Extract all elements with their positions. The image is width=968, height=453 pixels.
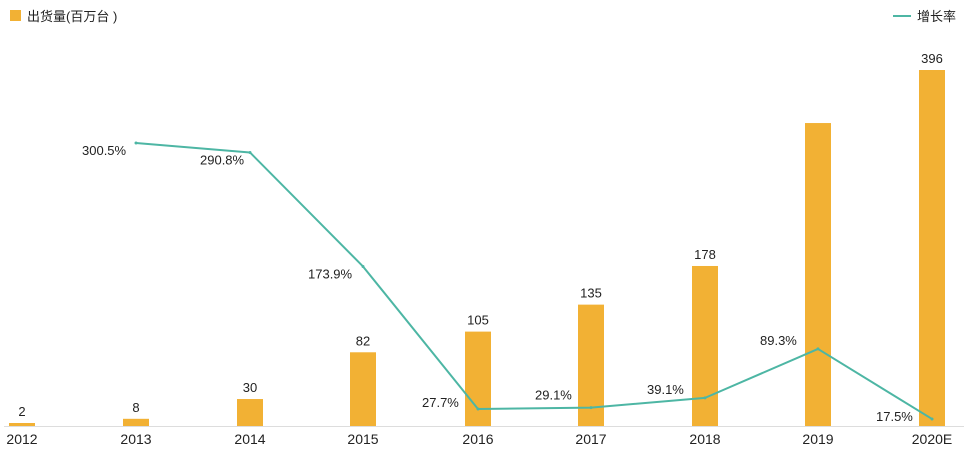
x-tick-2016: 2016 (462, 431, 493, 447)
bar-2015 (350, 352, 376, 426)
legend-growth-label: 增长率 (916, 9, 956, 24)
bar-label-2015: 82 (356, 333, 370, 348)
bar-series (9, 70, 945, 426)
bar-2012 (9, 423, 35, 426)
growth-point-2016 (476, 407, 480, 411)
growth-point-2013 (134, 141, 138, 145)
growth-label-2015: 173.9% (308, 266, 353, 281)
growth-label-2014: 290.8% (200, 152, 245, 167)
growth-label-2016: 27.7% (422, 395, 459, 410)
x-tick-labels: 2012 2013 2014 2015 2016 2017 2018 2019 2020E (6, 431, 952, 447)
bar-label-2014: 30 (243, 380, 257, 395)
bar-2016 (465, 331, 491, 426)
growth-point-2019 (816, 347, 820, 351)
x-tick-2018: 2018 (689, 431, 720, 447)
bar-2014 (237, 399, 263, 426)
growth-rate-line (135, 142, 933, 420)
growth-point-2020E (930, 417, 934, 421)
growth-label-2019: 89.3% (760, 333, 797, 348)
bar-2013 (123, 418, 149, 426)
growth-point-2015 (361, 264, 365, 268)
legend-bar-swatch (10, 10, 21, 21)
growth-label-2013: 300.5% (82, 143, 127, 158)
legend-line-swatch (892, 14, 911, 17)
x-tick-2019: 2019 (802, 431, 833, 447)
growth-label-2020E: 17.5% (876, 409, 913, 424)
bar-2020E (919, 70, 945, 426)
legend-shipments-label: 出货量(百万台 ) (27, 9, 118, 24)
line-series (134, 141, 934, 421)
bar-label-2012: 2 (18, 404, 25, 419)
x-tick-2017: 2017 (575, 431, 606, 447)
legend-shipments: 出货量(百万台 ) (10, 6, 117, 25)
x-tick-2012: 2012 (6, 431, 37, 447)
bar-value-labels: 2 8 30 82 105 135 178 396 (18, 51, 942, 419)
x-tick-2015: 2015 (347, 431, 378, 447)
growth-point-2014 (248, 150, 252, 154)
legend-growth: 增长率 (892, 6, 956, 25)
bar-2018 (692, 265, 718, 426)
bar-label-2020E: 396 (921, 51, 943, 66)
bar-label-2013: 8 (132, 400, 139, 415)
growth-point-2017 (589, 406, 593, 410)
x-tick-2013: 2013 (120, 431, 151, 447)
bar-2019 (805, 123, 831, 426)
x-tick-2014: 2014 (234, 431, 265, 447)
bar-label-2017: 135 (580, 286, 602, 301)
bar-label-2018: 178 (694, 247, 716, 262)
growth-point-2018 (703, 396, 707, 400)
bar-label-2016: 105 (467, 313, 489, 328)
bar-2017 (578, 304, 604, 426)
growth-label-2017: 29.1% (535, 388, 572, 403)
growth-label-2018: 39.1% (647, 382, 684, 397)
x-tick-2020E: 2020E (912, 431, 952, 447)
line-value-labels: 300.5% 290.8% 173.9% 27.7% 29.1% 39.1% 89.3% 17… (82, 143, 913, 424)
